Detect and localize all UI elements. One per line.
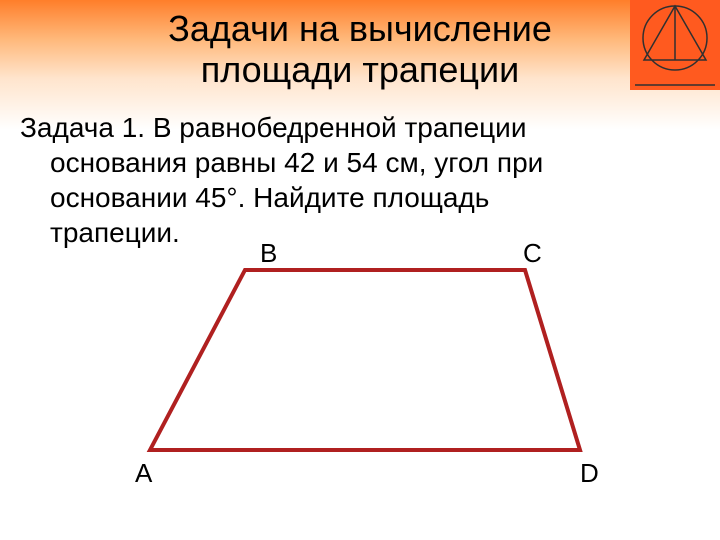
problem-line3: основании 45°. Найдите площадь	[50, 180, 700, 215]
page-title: Задачи на вычисление площади трапеции	[0, 8, 720, 91]
problem-line1: Задача 1. В равнобедренной трапеции	[20, 112, 526, 143]
trapezoid-diagram: A B C D	[130, 260, 600, 490]
trapezoid-svg	[130, 260, 600, 490]
problem-statement: Задача 1. В равнобедренной трапеции осно…	[20, 110, 700, 250]
problem-line2: основания равны 42 и 54 см, угол при	[50, 145, 700, 180]
problem-line4: трапеции.	[50, 215, 700, 250]
vertex-b-label: B	[260, 238, 277, 269]
vertex-d-label: D	[580, 458, 599, 489]
trapezoid-shape	[150, 270, 580, 450]
vertex-c-label: C	[523, 238, 542, 269]
vertex-a-label: A	[135, 458, 152, 489]
title-line2: площади трапеции	[201, 49, 520, 90]
title-line1: Задачи на вычисление	[168, 8, 552, 49]
